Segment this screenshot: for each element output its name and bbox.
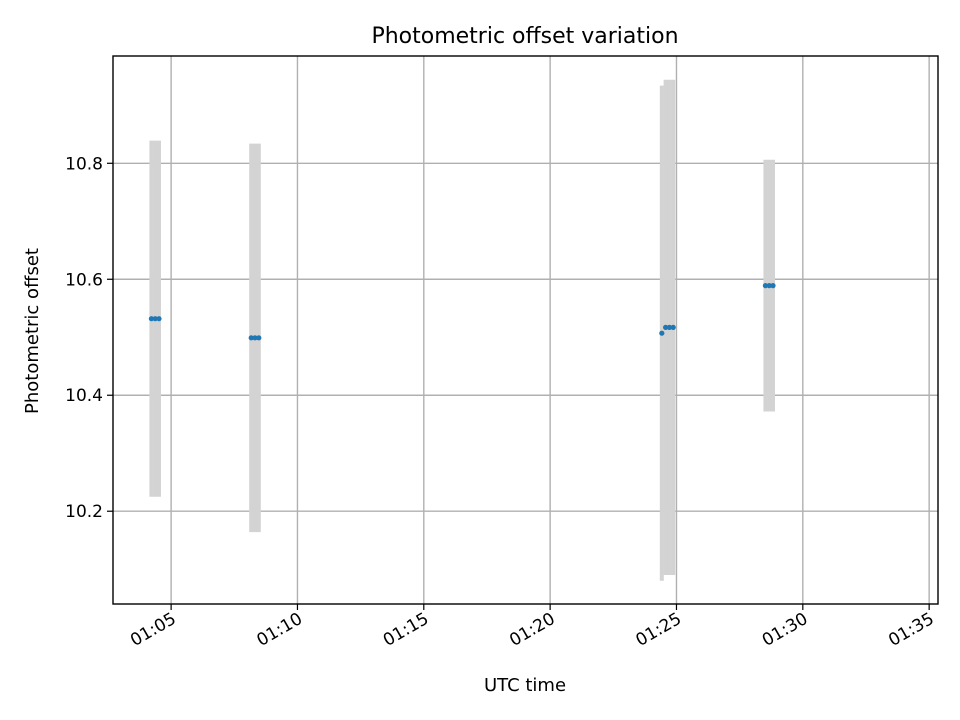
x-tick-label: 01:30 bbox=[759, 609, 811, 651]
data-point bbox=[770, 283, 776, 289]
y-tick-label: 10.8 bbox=[65, 154, 103, 174]
data-point bbox=[670, 324, 676, 330]
y-axis-ticks: 10.2 10.4 10.6 10.8 bbox=[65, 154, 113, 522]
data-points bbox=[148, 283, 776, 341]
data-point bbox=[659, 330, 665, 336]
x-tick-label: 01:20 bbox=[506, 609, 558, 651]
data-point bbox=[148, 316, 155, 322]
x-tick-label: 01:10 bbox=[254, 609, 306, 651]
error-bars bbox=[149, 79, 775, 581]
data-point bbox=[256, 335, 262, 341]
x-axis-ticks: 01:05 01:10 01:15 01:20 01:25 01:30 01:35 bbox=[127, 604, 938, 651]
data-point bbox=[766, 283, 772, 289]
data-point bbox=[152, 316, 158, 322]
y-tick-label: 10.4 bbox=[65, 386, 103, 406]
data-point bbox=[248, 335, 254, 341]
data-point bbox=[663, 324, 669, 330]
grid bbox=[113, 56, 938, 604]
data-point bbox=[762, 283, 769, 289]
plot-frame bbox=[112, 55, 939, 605]
y-tick-label: 10.2 bbox=[65, 502, 103, 522]
y-axis-label: Photometric offset bbox=[22, 248, 43, 414]
x-tick-label: 01:25 bbox=[633, 609, 685, 651]
x-tick-label: 01:35 bbox=[885, 609, 937, 651]
x-tick-label: 01:05 bbox=[127, 609, 179, 651]
data-point bbox=[666, 324, 673, 330]
y-tick-label: 10.6 bbox=[65, 270, 103, 290]
x-tick-label: 01:15 bbox=[380, 609, 432, 651]
data-point bbox=[252, 335, 258, 341]
x-axis-label: UTC time bbox=[484, 675, 566, 696]
data-point bbox=[156, 316, 162, 322]
chart-title: Photometric offset variation bbox=[371, 24, 678, 49]
